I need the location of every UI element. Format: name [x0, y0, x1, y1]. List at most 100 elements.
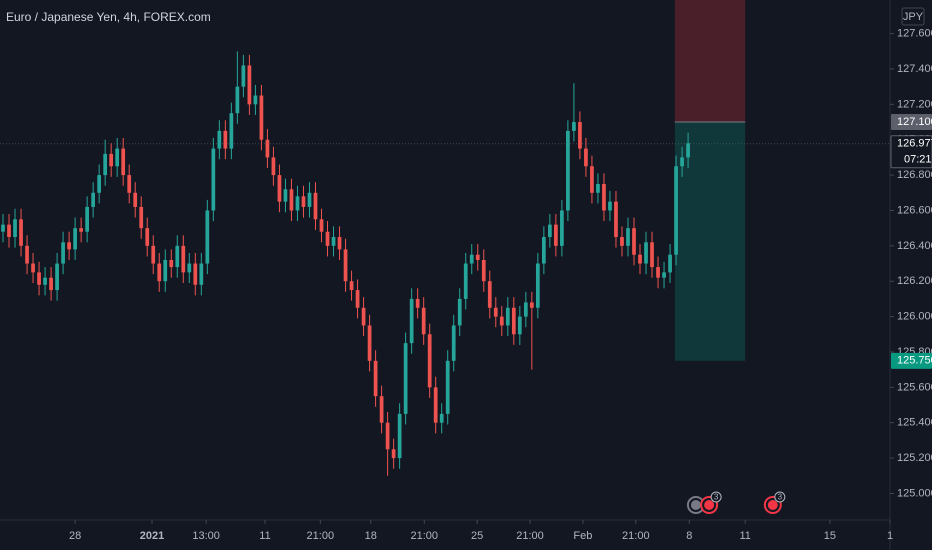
candle-body	[493, 307, 498, 317]
candle-body	[79, 228, 83, 232]
candle-body	[650, 242, 654, 268]
candle-body	[361, 307, 366, 326]
candle-body	[19, 219, 23, 246]
candle-body	[151, 245, 156, 264]
candle-body	[259, 95, 264, 140]
candle-body	[265, 139, 270, 158]
price-label: 127.100	[897, 116, 932, 128]
candle-body	[421, 307, 426, 335]
candle-body	[535, 263, 540, 308]
y-tick-label: 127.200	[897, 98, 932, 110]
y-tick-label: 125.600	[897, 381, 932, 393]
candle-body	[457, 298, 462, 326]
candle-body	[596, 183, 600, 193]
event-count: 3	[714, 493, 719, 502]
currency-box[interactable]	[901, 7, 925, 26]
candle-body	[205, 210, 210, 264]
candle-body	[157, 263, 162, 282]
candle-body	[55, 263, 59, 291]
candle-body	[67, 242, 71, 250]
candle-body	[644, 242, 648, 264]
candle-body	[523, 302, 528, 317]
event-icon[interactable]	[686, 496, 705, 514]
candle-body	[313, 192, 318, 220]
candle-body	[307, 192, 312, 207]
candle-body	[181, 245, 186, 273]
candle-body	[566, 130, 570, 211]
candle-body	[349, 281, 354, 291]
candle-body	[578, 122, 582, 149]
candle-body	[253, 95, 258, 105]
event-icon[interactable]: 3	[700, 491, 722, 514]
candle-body	[61, 242, 65, 264]
candle-body	[385, 422, 390, 450]
candle-body	[475, 254, 480, 260]
y-tick-label: 125.000	[897, 487, 932, 499]
candle-body	[37, 272, 41, 285]
candle-body	[560, 210, 564, 246]
candle-body	[499, 316, 504, 326]
y-tick-label: 126.000	[897, 311, 932, 323]
candle-body	[1, 224, 5, 232]
candle-body	[169, 260, 174, 268]
candle-body	[487, 281, 492, 308]
candle-body	[25, 245, 29, 264]
candle-body	[626, 228, 630, 246]
candle-body	[554, 224, 558, 246]
candle-body	[319, 219, 324, 232]
candle-body	[115, 148, 120, 167]
event-icon[interactable]: 3	[763, 491, 786, 514]
candle-body	[415, 298, 420, 308]
candle-body	[469, 254, 474, 264]
candle-body	[584, 148, 588, 167]
candle-body	[43, 277, 47, 285]
y-tick-label: 127.400	[897, 63, 932, 75]
x-tick-label: 21:00	[307, 530, 335, 542]
candle-body	[295, 196, 300, 211]
candle-body	[217, 130, 222, 149]
candle-body	[409, 298, 414, 344]
x-tick-label: 8	[686, 530, 692, 542]
candle-body	[590, 166, 594, 193]
candle-body	[397, 413, 402, 459]
candle-body	[31, 263, 35, 273]
candle-body	[223, 130, 228, 149]
candle-body	[674, 166, 678, 255]
candle-body	[127, 175, 132, 193]
price-label: 125.750	[897, 355, 932, 367]
candle-body	[662, 272, 666, 278]
candle-body	[686, 143, 690, 158]
candle-body	[572, 122, 576, 131]
x-tick-label: 1	[887, 530, 893, 542]
event-count-badge	[774, 491, 786, 503]
candle-body	[241, 65, 246, 87]
candle-body	[656, 267, 660, 278]
candle-body	[193, 263, 198, 285]
candle-body	[608, 201, 612, 211]
x-tick-label: 21:00	[516, 530, 544, 542]
candle-body	[439, 413, 444, 423]
y-tick-label: 125.400	[897, 417, 932, 429]
candle-body	[668, 254, 672, 273]
candle-body	[109, 153, 114, 167]
candle-body	[680, 157, 684, 167]
candle-body	[541, 237, 546, 264]
y-tick-label: 126.600	[897, 204, 932, 216]
event-count: 3	[778, 493, 783, 502]
candle-body	[343, 249, 348, 282]
currency-label[interactable]: JPY	[903, 11, 924, 23]
x-tick-label: 15	[824, 530, 836, 542]
candle-body	[133, 192, 138, 207]
candle-body	[403, 343, 408, 414]
candle-body	[121, 148, 126, 176]
candle-body	[271, 157, 276, 176]
candle-body	[427, 334, 432, 388]
price-label-box	[891, 352, 932, 369]
candle-body	[85, 206, 89, 232]
candle-body	[13, 219, 17, 238]
event-count-badge	[710, 491, 722, 503]
candle-body	[7, 224, 11, 238]
candle-body	[175, 245, 180, 268]
x-tick-label: 13:00	[192, 530, 220, 542]
candle-body	[277, 175, 282, 202]
